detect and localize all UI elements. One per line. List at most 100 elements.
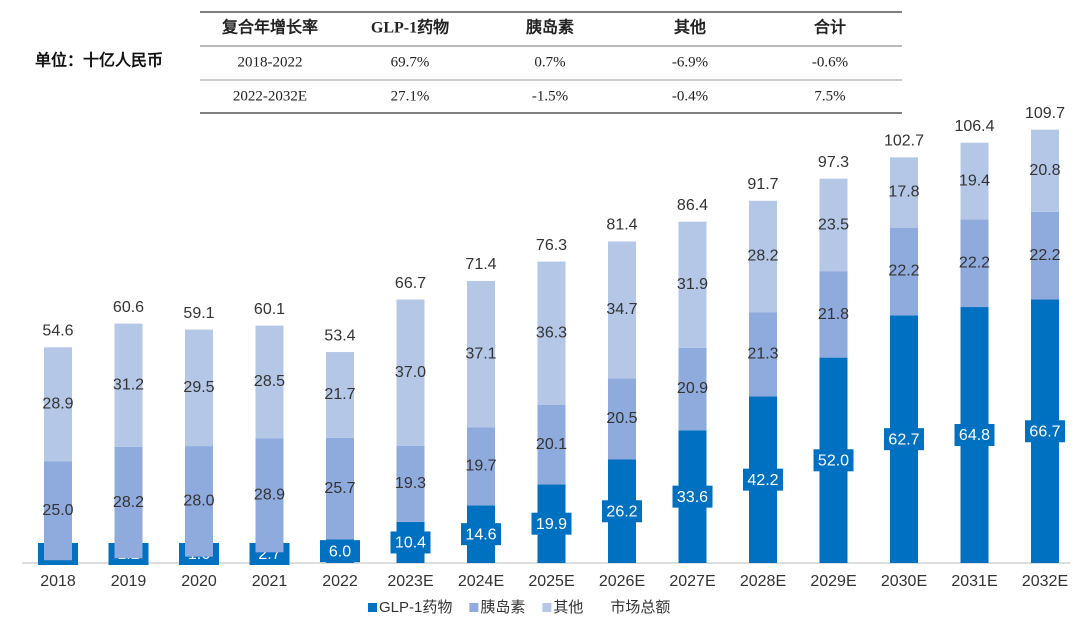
data-label: 25.7 bbox=[324, 480, 355, 497]
data-label: 19.9 bbox=[536, 516, 567, 533]
data-label: 28.5 bbox=[254, 373, 285, 390]
total-label: 60.1 bbox=[254, 301, 285, 318]
table-cell: 0.7% bbox=[534, 54, 565, 70]
legend-label: 胰岛素 bbox=[480, 599, 525, 616]
data-label: 19.3 bbox=[395, 475, 426, 492]
data-label: 31.9 bbox=[677, 276, 708, 293]
bar-segment bbox=[44, 461, 72, 561]
legend-swatch bbox=[542, 603, 552, 612]
table-cell: 69.7% bbox=[391, 54, 430, 70]
x-tick-label: 2028E bbox=[740, 573, 786, 590]
bar-segment bbox=[114, 446, 143, 559]
bar-segment bbox=[819, 271, 848, 358]
x-tick-label: 2018 bbox=[40, 573, 76, 590]
bar-segment bbox=[537, 261, 566, 405]
bar-segment bbox=[255, 325, 284, 439]
legend-label: GLP-1药物 bbox=[379, 599, 452, 616]
table-header: 胰岛素 bbox=[526, 18, 574, 37]
data-label: 42.2 bbox=[747, 472, 778, 489]
cagr-table bbox=[200, 11, 902, 114]
bar-segment bbox=[467, 280, 495, 428]
legend-label: 市场总额 bbox=[610, 599, 670, 616]
bar-segment bbox=[749, 200, 777, 313]
data-label: 22.2 bbox=[959, 254, 990, 271]
data-label: 20.9 bbox=[677, 380, 708, 397]
data-label: 25.0 bbox=[42, 502, 73, 519]
bar-segment bbox=[185, 446, 213, 557]
data-label: 37.1 bbox=[465, 345, 496, 362]
data-label: 22.2 bbox=[888, 263, 919, 280]
label-box bbox=[743, 468, 783, 491]
unit-label: 单位：十亿人民币 bbox=[35, 51, 163, 70]
bar-segment bbox=[255, 438, 284, 553]
bar-segment bbox=[44, 347, 72, 462]
table-cell: 27.1% bbox=[391, 88, 430, 104]
data-label: 21.8 bbox=[818, 306, 849, 323]
bar-segment bbox=[326, 437, 354, 540]
x-tick-label: 2029E bbox=[810, 573, 856, 590]
data-label: 19.4 bbox=[959, 172, 990, 189]
data-label: 10.4 bbox=[395, 535, 426, 552]
label-box bbox=[461, 523, 501, 546]
data-label: 36.3 bbox=[536, 325, 567, 342]
data-label: 20.1 bbox=[536, 436, 567, 453]
data-label: 28.2 bbox=[747, 248, 778, 265]
table-header: GLP-1药物 bbox=[371, 18, 449, 37]
table-cell: 7.5% bbox=[814, 88, 845, 104]
data-label: 22.2 bbox=[1029, 247, 1060, 264]
table-cell: -1.5% bbox=[532, 88, 568, 104]
bar-segment bbox=[960, 219, 989, 308]
x-tick-label: 2023E bbox=[387, 573, 433, 590]
table-cell: -0.6% bbox=[812, 54, 848, 70]
bar-segment bbox=[678, 347, 707, 431]
total-label: 71.4 bbox=[465, 256, 496, 273]
bar-segment bbox=[185, 329, 213, 447]
bar-segment bbox=[1031, 129, 1059, 212]
table-cell: 2022-2032E bbox=[233, 88, 307, 104]
data-label: 19.7 bbox=[465, 458, 496, 475]
bar-segment bbox=[819, 178, 848, 272]
data-label: 64.8 bbox=[959, 427, 990, 444]
data-label: 21.7 bbox=[324, 386, 355, 403]
data-label: 37.0 bbox=[395, 364, 426, 381]
total-label: 106.4 bbox=[954, 118, 994, 135]
data-label: 33.6 bbox=[677, 489, 708, 506]
table-cell: -6.9% bbox=[672, 54, 708, 70]
data-label: 29.5 bbox=[183, 379, 214, 396]
bar-segment bbox=[678, 221, 707, 348]
x-tick-label: 2024E bbox=[458, 573, 504, 590]
label-box bbox=[602, 500, 642, 523]
x-tick-label: 2031E bbox=[951, 573, 997, 590]
label-box bbox=[390, 531, 431, 554]
x-tick-label: 2026E bbox=[599, 573, 645, 590]
total-label: 60.6 bbox=[113, 299, 144, 316]
table-header: 其他 bbox=[674, 18, 706, 37]
total-label: 91.7 bbox=[747, 176, 778, 193]
data-label: 31.2 bbox=[113, 376, 144, 393]
data-label: 26.2 bbox=[606, 503, 637, 520]
bar-segment bbox=[467, 427, 495, 506]
data-label: 20.8 bbox=[1029, 162, 1060, 179]
total-label: 86.4 bbox=[677, 197, 708, 214]
x-tick-label: 2030E bbox=[881, 573, 927, 590]
total-label: 53.4 bbox=[324, 327, 355, 344]
total-label: 109.7 bbox=[1025, 105, 1065, 122]
label-box bbox=[884, 428, 924, 451]
bar-segment bbox=[608, 241, 636, 379]
data-label: 62.7 bbox=[888, 431, 919, 448]
data-label: 28.9 bbox=[254, 486, 285, 503]
table-cell: -0.4% bbox=[672, 88, 708, 104]
label-box bbox=[672, 485, 713, 508]
label-box bbox=[813, 449, 854, 472]
x-tick-label: 2025E bbox=[528, 573, 574, 590]
total-label: 66.7 bbox=[395, 275, 426, 292]
bar-segment bbox=[890, 227, 918, 316]
data-label: 28.0 bbox=[183, 493, 214, 510]
bar-segment bbox=[960, 142, 989, 220]
bar-segment bbox=[114, 323, 143, 447]
data-label: 20.5 bbox=[606, 410, 637, 427]
x-tick-label: 2019 bbox=[111, 573, 147, 590]
data-label: 28.9 bbox=[42, 396, 73, 413]
label-box bbox=[531, 512, 572, 535]
